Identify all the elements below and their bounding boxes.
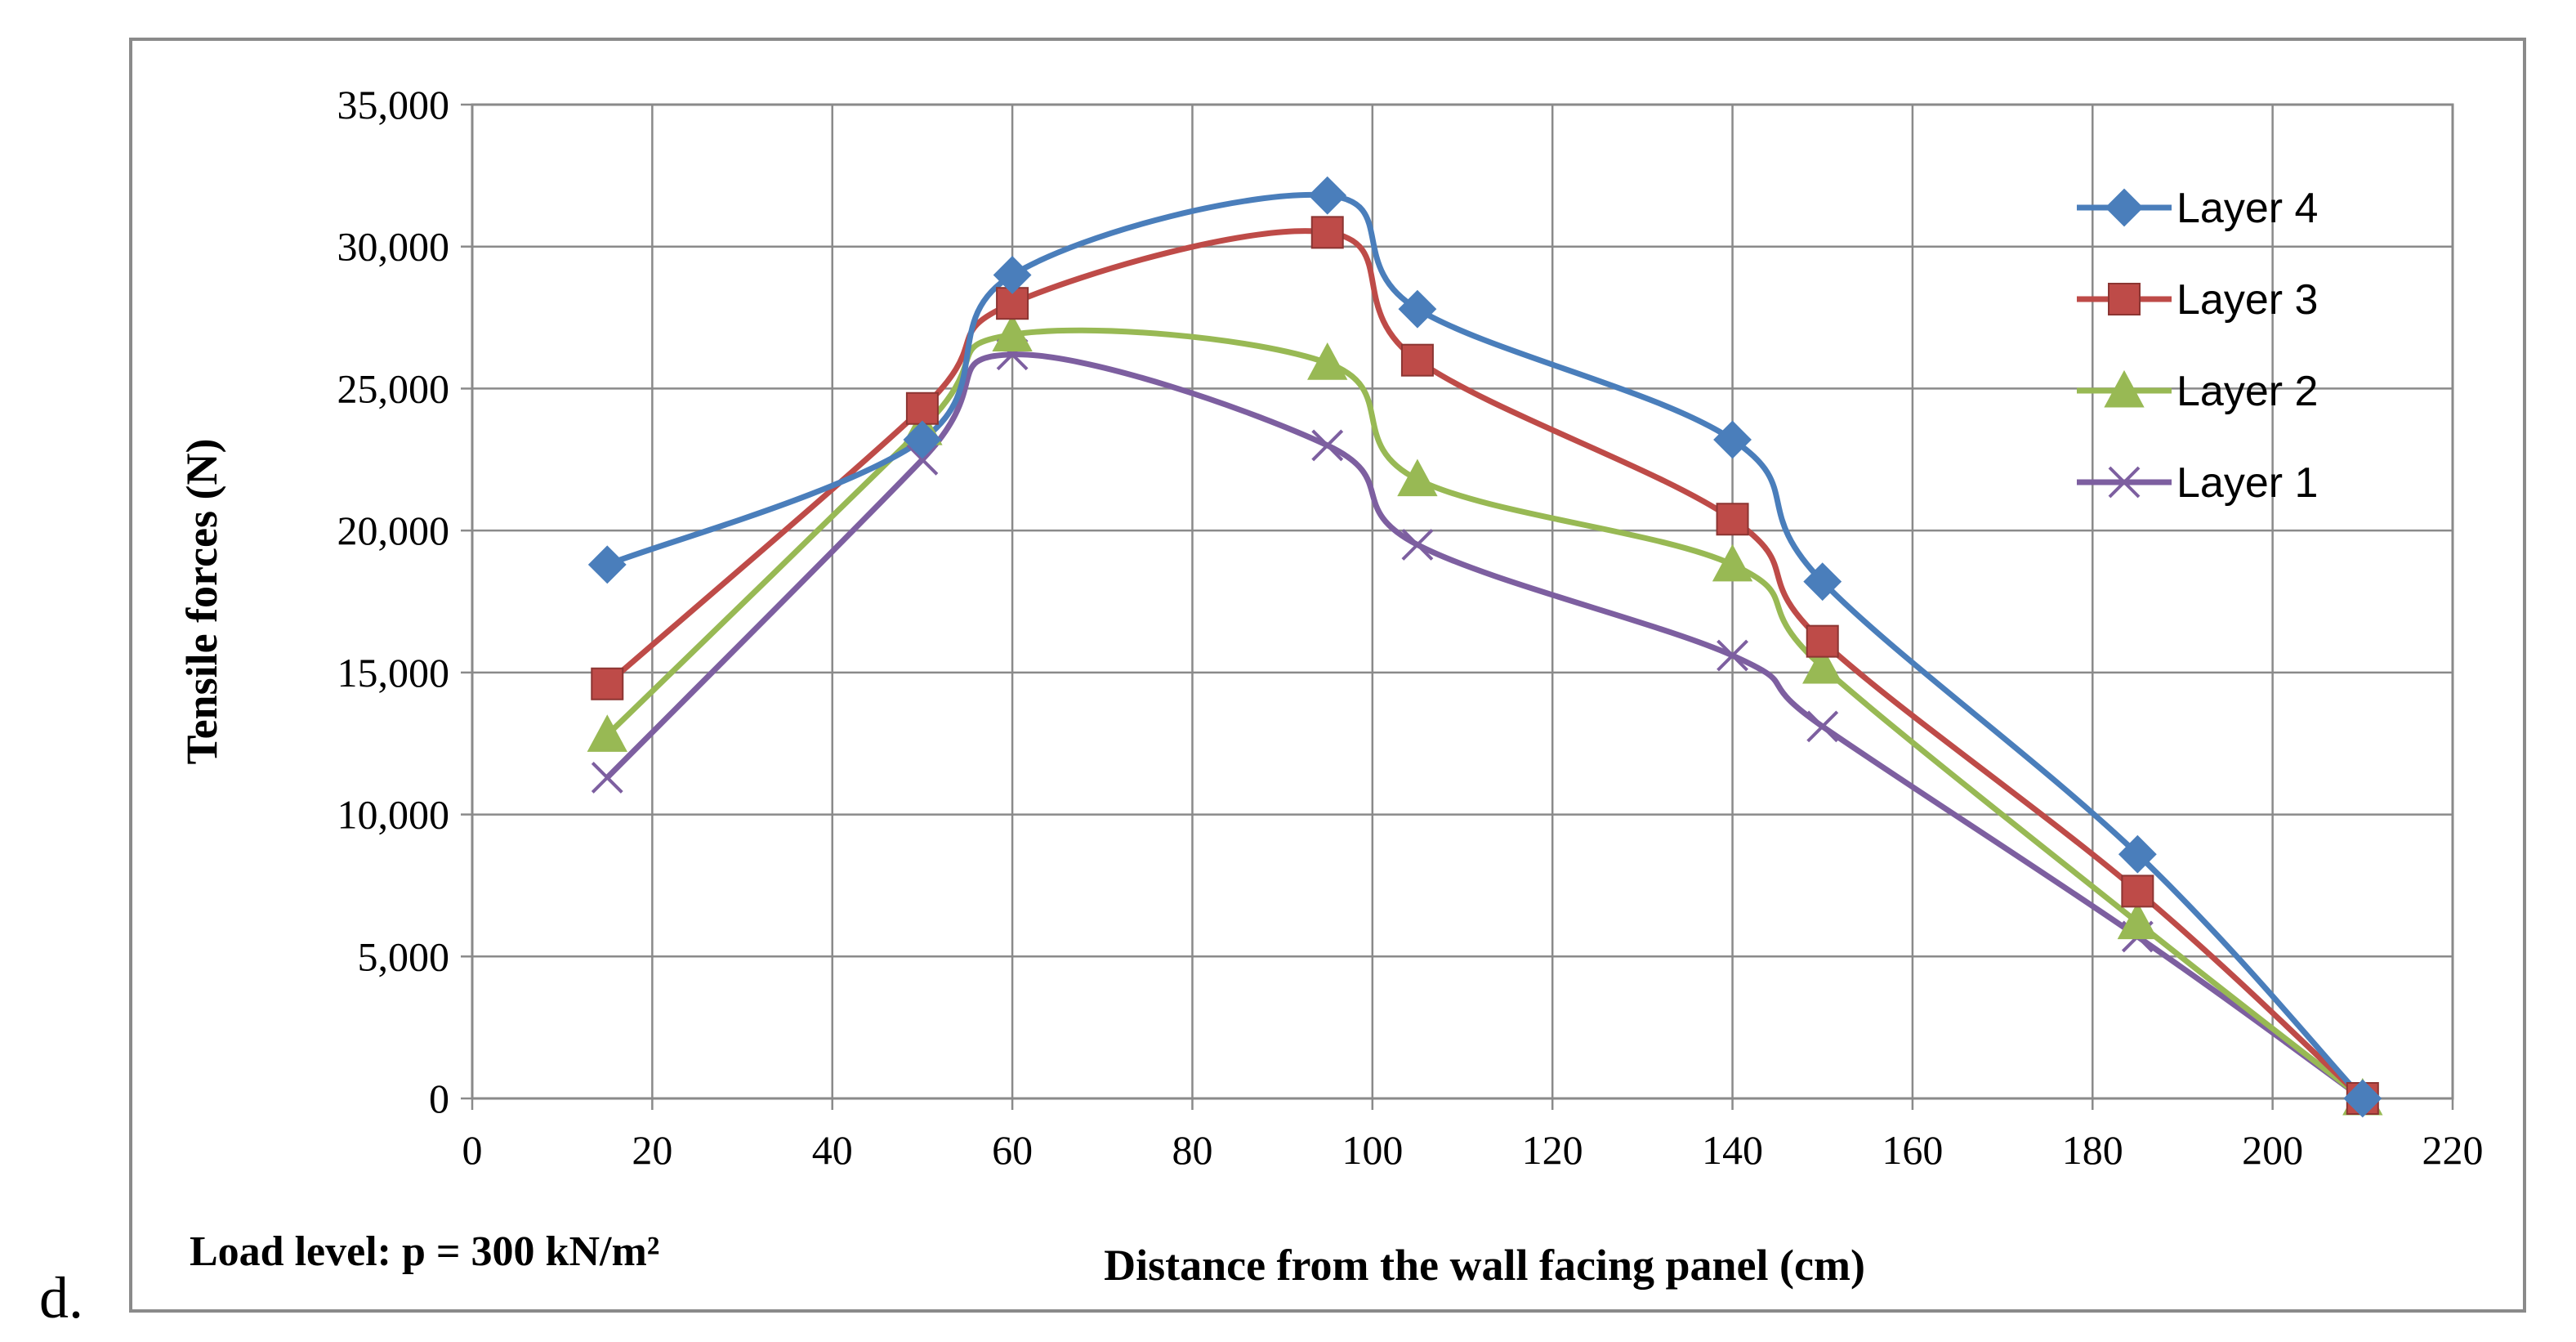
- y-tick-label: 35,000: [337, 82, 450, 127]
- x-tick-label: 180: [2062, 1127, 2123, 1173]
- data-point-layer-4: [1308, 176, 1347, 215]
- data-point-layer-3: [905, 391, 939, 425]
- x-axis-title: Distance from the wall facing panel (cm): [1104, 1241, 1865, 1290]
- data-point-layer-2: [1802, 646, 1843, 684]
- legend-entry: Layer 3: [2077, 276, 2318, 324]
- y-tick-label: 5,000: [358, 933, 450, 979]
- x-tick-labels: 0 20 40 60 80 100 120 140 160 180 200 220: [462, 1127, 2484, 1173]
- y-tick-label: 10,000: [337, 792, 450, 838]
- data-point-layer-4: [1398, 289, 1437, 329]
- x-tick-label: 0: [462, 1127, 483, 1173]
- legend-label: Layer 3: [2176, 276, 2318, 324]
- x-tick-label: 220: [2422, 1127, 2484, 1173]
- data-point-layer-3: [2121, 875, 2154, 908]
- data-point-layer-4: [587, 545, 627, 584]
- series-line-layer-4: [605, 191, 2365, 1101]
- x-tick-label: 200: [2242, 1127, 2303, 1173]
- y-tick-label: 15,000: [337, 650, 450, 696]
- legend: Layer 4 Layer 3 Layer 2 Layer 1: [2077, 185, 2318, 507]
- legend-marker: [2104, 369, 2145, 408]
- legend-entry: Layer 4: [2077, 185, 2318, 232]
- x-tick-label: 140: [1702, 1127, 1763, 1173]
- data-point-layer-4: [903, 420, 942, 459]
- data-point-layer-3: [1310, 216, 1344, 249]
- data-point-layer-2: [587, 714, 627, 752]
- y-tick-label: 20,000: [337, 508, 450, 553]
- data-point-layer-4: [2118, 834, 2157, 874]
- legend-label: Layer 1: [2176, 459, 2318, 507]
- legend-label: Layer 2: [2176, 368, 2318, 415]
- data-point-layer-2: [1307, 342, 1348, 380]
- data-point-layer-3: [1400, 343, 1434, 377]
- x-tick-label: 60: [992, 1127, 1033, 1173]
- data-point-layer-2: [1712, 544, 1753, 582]
- data-point-layer-4: [993, 256, 1032, 294]
- series-group: [587, 176, 2383, 1118]
- legend-entry: Layer 1: [2077, 459, 2318, 507]
- load-level-note: Load level: p = 300 kN/m²: [190, 1228, 659, 1275]
- plot-area-border: [471, 103, 2454, 1100]
- data-point-layer-1: [906, 443, 939, 476]
- x-tick-label: 120: [1522, 1127, 1583, 1173]
- data-point-layer-3: [1716, 503, 1749, 536]
- x-tick-label: 100: [1342, 1127, 1403, 1173]
- x-tick-label: 160: [1882, 1127, 1943, 1173]
- data-point-layer-2: [2117, 901, 2159, 940]
- y-tick-label: 0: [429, 1076, 449, 1121]
- x-tick-label: 80: [1172, 1127, 1212, 1173]
- data-point-layer-4: [1803, 562, 1842, 602]
- panel-label: d.: [39, 1265, 83, 1331]
- y-axis-title: Tensile forces (N): [177, 439, 226, 765]
- data-point-layer-1: [1806, 710, 1839, 743]
- legend-label: Layer 4: [2176, 185, 2318, 232]
- data-point-layer-3: [1806, 624, 1839, 658]
- data-point-layer-1: [1311, 429, 1344, 462]
- legend-marker: [2108, 466, 2141, 499]
- data-point-layer-2: [992, 314, 1033, 351]
- y-tick-label: 30,000: [337, 224, 450, 270]
- legend-marker: [2108, 283, 2141, 315]
- data-point-layer-1: [1401, 529, 1434, 561]
- data-point-layer-2: [1397, 459, 1438, 497]
- data-point-layer-3: [591, 667, 624, 700]
- legend-entry: Layer 2: [2077, 368, 2318, 415]
- data-point-layer-4: [1713, 420, 1752, 459]
- data-point-layer-1: [591, 761, 623, 794]
- y-tick-labels: 0 5,000 10,000 15,000 20,000 25,000 30,000 35,0…: [337, 82, 450, 1121]
- y-tick-label: 25,000: [337, 365, 450, 411]
- x-tick-label: 40: [812, 1127, 853, 1173]
- legend-marker: [2105, 188, 2144, 227]
- data-point-layer-1: [1717, 639, 1748, 672]
- x-tick-label: 20: [632, 1127, 672, 1173]
- data-point-layer-4: [2343, 1079, 2382, 1118]
